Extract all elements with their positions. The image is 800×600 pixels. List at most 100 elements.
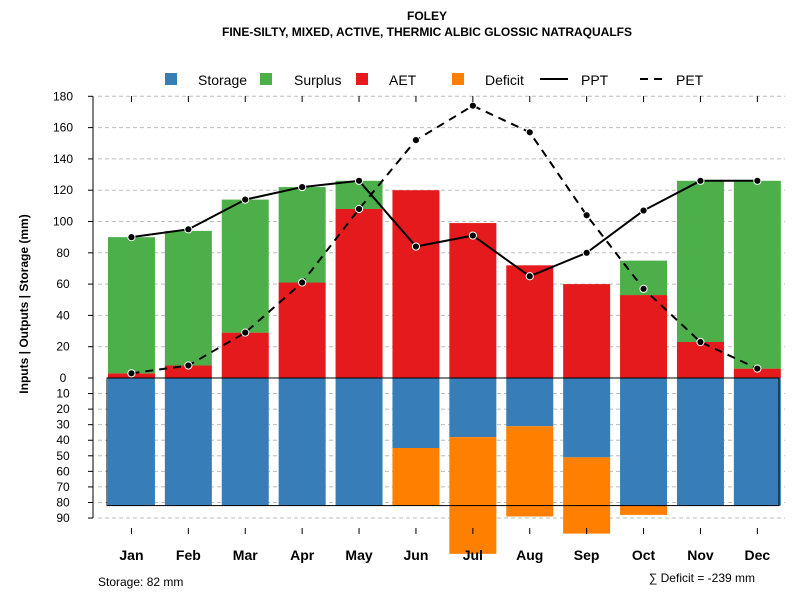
x-tick-label-jul: Jul [463,547,483,563]
point-ppt-apr [298,182,307,192]
point-ppt-aug [525,272,534,281]
bar-deficit-aug [506,426,554,517]
bar-surplus-jan [107,237,155,374]
y-tick-label-upper-100: 100 [53,215,73,229]
bar-aet-may [335,208,383,378]
bar-aet-nov [676,342,724,378]
x-tick-label-jan: Jan [119,547,143,563]
bar-storage-aug [506,378,554,427]
y-tick-label-lower-70: 70 [56,480,70,494]
point-ppt-jun [411,242,421,251]
point-ppt-nov [696,176,705,185]
bar-deficit-jul [449,437,497,554]
y-tick-label-upper-160: 160 [53,121,73,135]
legend-label-aet: AET [389,72,417,88]
y-tick-label-upper-80: 80 [56,246,70,260]
storage-capacity-box [106,377,780,507]
bar-surplus-feb [164,230,212,366]
point-ppt-jul [468,231,477,240]
series-lines [127,101,762,378]
point-ppt-mar [241,195,250,204]
bar-surplus-dec [733,180,781,369]
legend-swatch-surplus [260,73,272,85]
x-tick-label-aug: Aug [516,547,543,563]
bar-surplus-nov [676,180,724,343]
x-tick-label-oct: Oct [632,547,656,563]
bar-deficit-jun [392,448,440,506]
axes: 0204060801001201401601801020304050607080… [53,89,780,563]
x-tick-label-apr: Apr [290,547,315,563]
y-tick-label-upper-60: 60 [56,277,70,291]
y-tick-label-lower-40: 40 [56,433,70,447]
y-tick-label-upper-20: 20 [56,340,70,354]
bar-storage-jun [392,378,440,449]
bar-storage-jul [449,378,497,438]
y-tick-label-lower-20: 20 [56,402,70,416]
legend: Storage Surplus AET Deficit PPT PET [165,72,704,88]
bar-aet-dec [733,368,781,378]
point-ppt-oct [639,206,648,215]
bar-storage-oct [620,378,668,506]
point-ppt-sep [582,248,591,257]
bar-storage-sep [563,378,611,458]
y-tick-label-lower-10: 10 [56,387,70,401]
legend-label-pet: PET [676,72,704,88]
bar-surplus-apr [278,187,326,283]
y-tick-label-lower-90: 90 [56,511,70,525]
y-tick-label-lower-60: 60 [56,464,70,478]
legend-label-storage: Storage [198,72,247,88]
point-ppt-dec [753,176,762,185]
point-pet-jan [127,369,136,378]
point-pet-apr [298,278,307,287]
point-pet-may [354,204,364,214]
gridlines [98,95,785,519]
x-tick-label-jun: Jun [404,547,429,563]
y-tick-label-lower-30: 30 [56,418,70,432]
bar-storage-feb [164,378,212,506]
y-tick-label-upper-0: 0 [60,371,67,385]
point-pet-mar [241,328,250,337]
bar-surplus-mar [221,199,269,333]
x-tick-label-dec: Dec [745,547,771,563]
bars [107,180,781,554]
deficit-note: ∑ Deficit = -239 mm [649,571,755,585]
legend-label-deficit: Deficit [485,72,524,88]
y-tick-label-lower-50: 50 [56,449,70,463]
bar-storage-mar [221,378,269,506]
point-ppt-may [354,176,364,185]
point-pet-jul [468,101,477,110]
y-tick-label-upper-180: 180 [53,89,73,103]
y-axis-label: Inputs | Outputs | Storage (mm) [17,214,31,393]
x-tick-label-mar: Mar [233,547,258,563]
line-ppt [131,179,758,278]
bar-aet-oct [620,295,668,378]
point-pet-aug [525,128,534,137]
x-tick-label-feb: Feb [176,547,201,563]
legend-swatch-aet [356,73,368,85]
bar-aet-aug [506,265,554,378]
point-pet-sep [582,211,591,220]
chart-subtitle: FINE-SILTY, MIXED, ACTIVE, THERMIC ALBIC… [222,25,632,39]
bar-aet-sep [563,284,611,378]
bar-aet-jun [392,190,440,378]
bar-storage-apr [278,378,326,506]
x-tick-label-may: May [345,547,372,563]
line-pet [131,104,758,375]
point-pet-dec [753,364,762,373]
bar-surplus-may [335,180,383,209]
point-pet-jun [411,136,421,145]
bar-storage-nov [676,378,724,506]
chart-title: FOLEY [407,9,447,23]
bar-deficit-sep [563,457,611,534]
bar-aet-feb [164,365,212,378]
bar-aet-jul [449,223,497,378]
y-tick-label-upper-120: 120 [53,183,73,197]
bar-storage-jan [107,378,155,506]
x-tick-label-sep: Sep [574,547,600,563]
point-pet-oct [639,284,648,293]
x-tick-label-nov: Nov [687,547,714,563]
y-tick-label-lower-80: 80 [56,495,70,509]
storage-note: Storage: 82 mm [98,575,183,589]
y-tick-label-upper-140: 140 [53,152,73,166]
legend-swatch-deficit [452,73,464,85]
